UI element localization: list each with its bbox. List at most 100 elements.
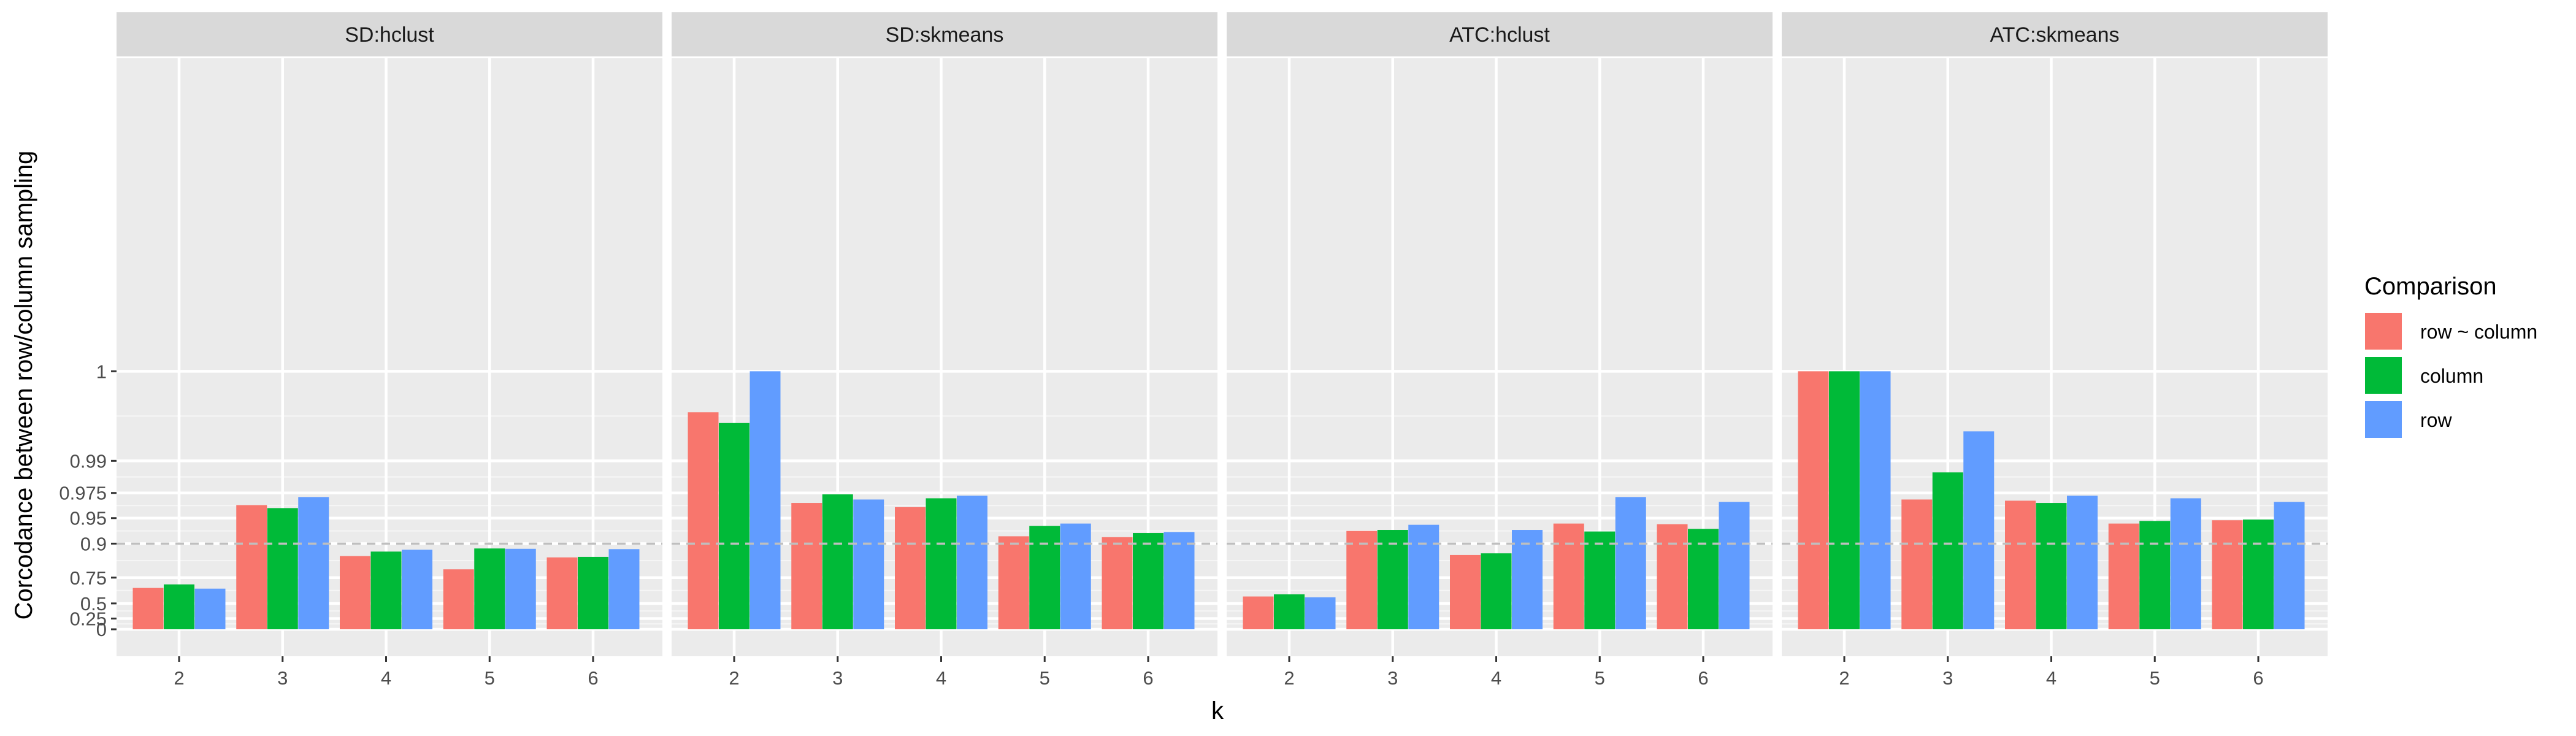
bar <box>1860 371 1891 629</box>
x-tick-label: 4 <box>381 667 391 689</box>
bar <box>2067 496 2098 629</box>
bar <box>2005 500 2036 629</box>
x-tick-label: 4 <box>936 667 946 689</box>
bar <box>926 498 957 629</box>
bar <box>1553 523 1584 629</box>
y-tick-label: 0.95 <box>70 508 107 529</box>
y-tick-label: 0.99 <box>70 450 107 472</box>
legend-label: row ~ column <box>2420 321 2537 343</box>
y-tick-label: 0.9 <box>80 533 107 554</box>
y-tick-label: 0.975 <box>59 483 107 504</box>
bar <box>1029 526 1060 629</box>
bar <box>608 549 640 629</box>
bar <box>2108 523 2139 629</box>
bar <box>1274 594 1305 629</box>
bar <box>1584 531 1616 629</box>
legend-label: row <box>2420 409 2452 431</box>
facet-label: ATC:skmeans <box>1990 23 2120 47</box>
bar <box>895 507 926 629</box>
bar <box>1305 597 1336 629</box>
bar <box>2274 502 2305 629</box>
bar <box>957 496 987 629</box>
bar <box>1163 532 1195 629</box>
bar <box>402 550 432 629</box>
x-tick-label: 3 <box>832 667 843 689</box>
x-tick-label: 4 <box>1491 667 1501 689</box>
facet-strip <box>1227 12 1773 56</box>
x-tick-label: 2 <box>1284 667 1294 689</box>
bar <box>1481 553 1512 629</box>
x-tick-label: 5 <box>1595 667 1605 689</box>
bar <box>2212 520 2243 629</box>
bar <box>998 536 1029 629</box>
x-tick-label: 3 <box>277 667 288 689</box>
bar <box>1346 531 1378 629</box>
y-tick-label: 0.25 <box>70 608 107 630</box>
x-tick-label: 3 <box>1942 667 1953 689</box>
x-tick-label: 5 <box>1040 667 1050 689</box>
x-axis-title: k <box>1211 697 1224 724</box>
bar <box>474 548 505 629</box>
y-tick-label: 0 <box>96 619 107 640</box>
y-tick-label: 0.75 <box>70 567 107 589</box>
facet-panels: SD:hclust 2 3 4 5 6 SD:skmeans 2 3 4 5 6 ATC:hclust 2… <box>117 12 2328 689</box>
bar <box>1102 537 1133 629</box>
x-tick-label: 5 <box>2150 667 2160 689</box>
x-tick-label: 2 <box>174 667 184 689</box>
bar <box>1450 554 1481 629</box>
facet-panel: SD:skmeans 2 3 4 5 6 <box>672 12 1217 689</box>
bar <box>2139 521 2171 629</box>
x-tick-label: 6 <box>1698 667 1708 689</box>
bar <box>2170 498 2201 629</box>
x-tick-label: 6 <box>588 667 598 689</box>
bar <box>267 508 298 629</box>
bar <box>578 556 608 629</box>
bar <box>1060 523 1091 629</box>
bar <box>546 557 578 629</box>
bar <box>1377 530 1408 629</box>
legend-label: column <box>2420 365 2483 387</box>
bar <box>791 503 822 629</box>
x-tick-label: 5 <box>485 667 495 689</box>
x-tick-label: 3 <box>1387 667 1398 689</box>
bar <box>443 569 474 629</box>
legend-swatch <box>2365 357 2402 394</box>
bar <box>132 588 164 629</box>
facet-panel: ATC:hclust 2 3 4 5 6 <box>1227 12 1773 689</box>
bar <box>1688 529 1719 629</box>
bar <box>505 548 536 629</box>
y-tick-label: 0.5 <box>80 593 107 615</box>
legend-entry: column <box>2365 357 2483 394</box>
legend-title: Comparison <box>2364 273 2497 300</box>
bar <box>749 371 781 629</box>
bar <box>164 584 194 629</box>
bar <box>719 423 749 629</box>
bar <box>1719 502 1750 629</box>
bar <box>1963 431 1995 629</box>
facet-panel: SD:hclust 2 3 4 5 6 <box>117 12 662 689</box>
bar <box>1408 524 1439 629</box>
bar <box>822 494 853 629</box>
bar <box>1243 596 1274 629</box>
bar <box>340 556 370 629</box>
legend-swatch <box>2365 401 2402 438</box>
y-axis: 00.250.5 0.75 0.9 0.95 0.975 0.99 1 <box>59 361 117 640</box>
bar <box>688 412 719 629</box>
facet-strip <box>672 12 1217 56</box>
legend-entry: row <box>2365 401 2452 438</box>
bar <box>2243 519 2274 629</box>
bar <box>2036 503 2067 629</box>
facet-label: ATC:hclust <box>1449 23 1550 47</box>
legend-entries: row ~ column column row <box>2365 313 2537 438</box>
bar <box>236 505 267 629</box>
x-tick-label: 4 <box>2046 667 2057 689</box>
bar <box>1512 530 1543 629</box>
bar <box>1932 472 1963 629</box>
y-tick-label: 1 <box>96 361 107 382</box>
bar <box>194 588 226 629</box>
facet-label: SD:skmeans <box>886 23 1004 47</box>
x-tick-label: 2 <box>729 667 739 689</box>
bar <box>370 551 402 629</box>
legend-swatch <box>2365 313 2402 350</box>
